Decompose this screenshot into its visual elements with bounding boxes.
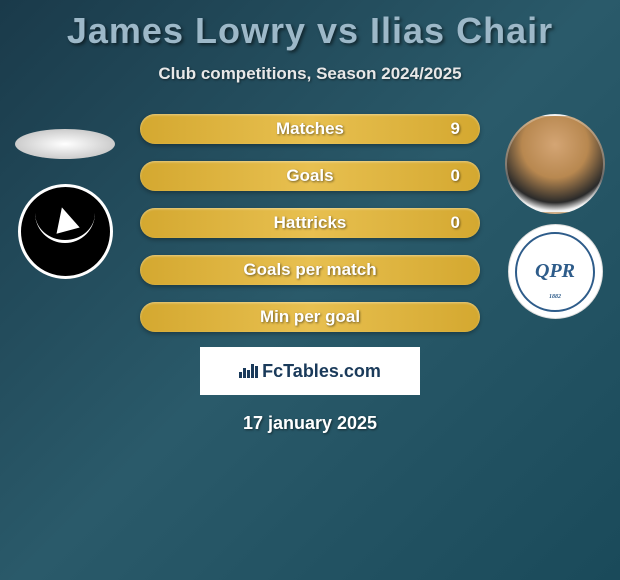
stat-label: Hattricks — [274, 213, 347, 233]
club-right-logo-inner: QPR 1882 — [515, 232, 595, 312]
club-left-logo — [18, 184, 113, 279]
club-right-abbrev: QPR — [535, 260, 575, 283]
page-title: James Lowry vs Ilias Chair — [0, 0, 620, 52]
stat-value: 9 — [451, 119, 460, 139]
stat-bar-goals-per-match: Goals per match — [140, 255, 480, 285]
stat-label: Goals per match — [243, 260, 376, 280]
subtitle: Club competitions, Season 2024/2025 — [0, 64, 620, 84]
player-left-photo — [15, 129, 115, 159]
stat-label: Matches — [276, 119, 344, 139]
stat-value: 0 — [451, 213, 460, 233]
chart-icon — [239, 364, 258, 378]
stats-container: Matches 9 Goals 0 Hattricks 0 Goals per … — [140, 114, 480, 332]
stat-bar-matches: Matches 9 — [140, 114, 480, 144]
player-right-column: QPR 1882 — [500, 114, 610, 319]
stat-label: Min per goal — [260, 307, 360, 327]
stat-bar-min-per-goal: Min per goal — [140, 302, 480, 332]
stat-value: 0 — [451, 166, 460, 186]
watermark-text: FcTables.com — [262, 361, 381, 382]
date-text: 17 january 2025 — [0, 413, 620, 434]
watermark: FcTables.com — [200, 347, 420, 395]
club-right-year: 1882 — [517, 294, 593, 300]
stat-bar-goals: Goals 0 — [140, 161, 480, 191]
club-right-logo: QPR 1882 — [508, 224, 603, 319]
player-left-column — [10, 114, 120, 279]
comparison-content: QPR 1882 Matches 9 Goals 0 Hattricks 0 G… — [0, 114, 620, 434]
stat-label: Goals — [286, 166, 333, 186]
stat-bar-hattricks: Hattricks 0 — [140, 208, 480, 238]
player-right-photo — [505, 114, 605, 214]
